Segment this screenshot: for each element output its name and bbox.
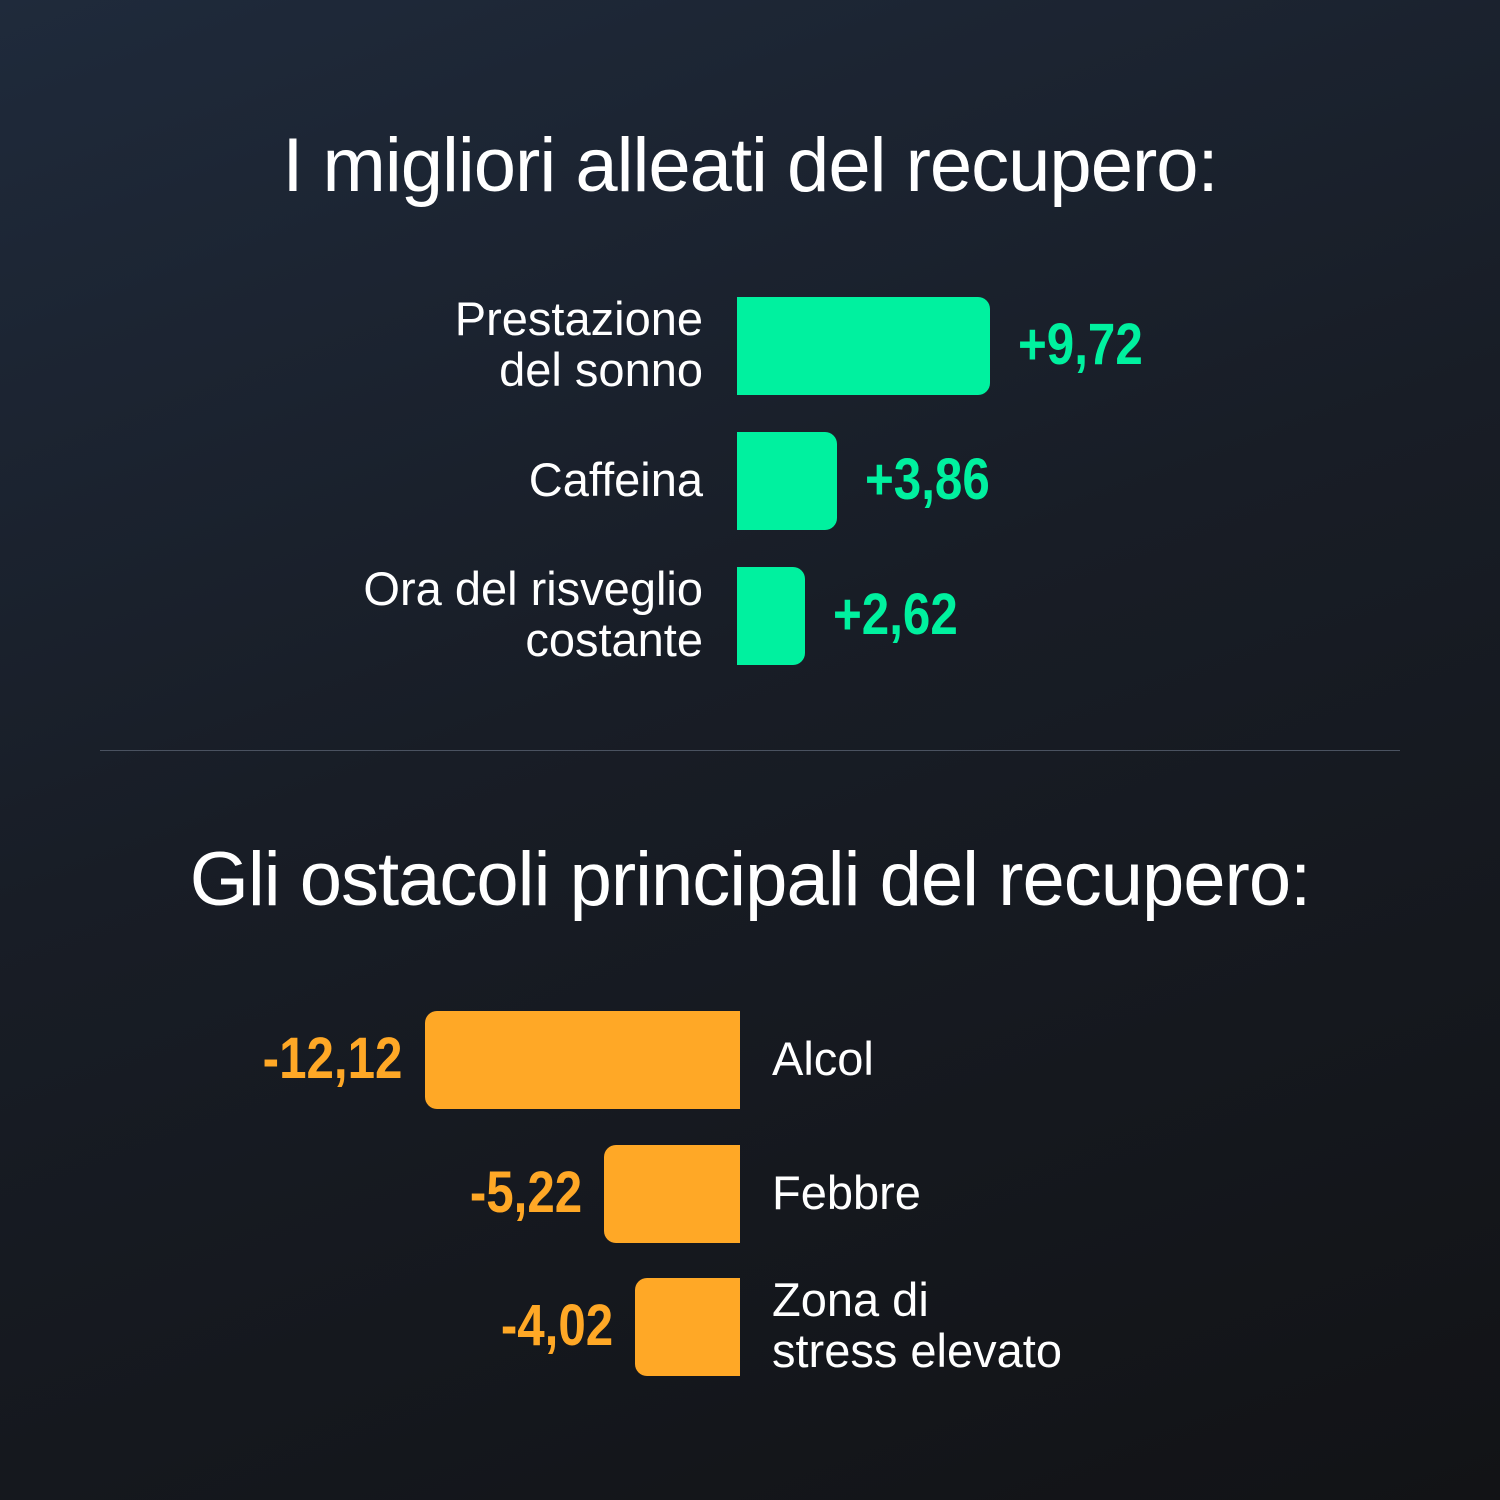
category-label-line: Zona di	[772, 1273, 929, 1326]
value-label: -12,12	[263, 1026, 403, 1091]
bar-positive-1	[737, 432, 838, 530]
value-label: -5,22	[469, 1160, 583, 1225]
category-label-line: Alcol	[772, 1031, 874, 1085]
value-label: -4,02	[501, 1293, 614, 1358]
category-label-line: Caffeina	[528, 452, 703, 506]
category-label-line: del sonno	[499, 343, 703, 396]
value-label: +2,62	[833, 582, 958, 647]
category-label-line: Ora del risveglio	[363, 562, 703, 615]
negative-chart-title: Gli ostacoli principali del recupero:	[189, 837, 1311, 922]
value-label: +3,86	[865, 447, 991, 512]
bar-positive-2	[737, 567, 806, 665]
category-label-line: costante	[525, 613, 703, 666]
category-label: Prestazione del sonno	[455, 293, 703, 395]
category-label: Alcol	[772, 1033, 874, 1084]
category-label: Febbre	[772, 1167, 921, 1218]
section-divider	[100, 750, 1400, 751]
category-label-line: Febbre	[772, 1165, 921, 1219]
category-label: Zona di stress elevato	[772, 1274, 1062, 1376]
category-label: Caffeina	[529, 454, 703, 505]
bar-negative-0	[424, 1011, 740, 1109]
bar-negative-2	[635, 1278, 740, 1376]
positive-chart-title: I migliori alleati del recupero:	[282, 123, 1218, 208]
bar-negative-1	[604, 1145, 740, 1243]
bar-positive-0	[737, 297, 990, 395]
category-label-line: stress elevato	[772, 1324, 1062, 1377]
value-label: +9,72	[1017, 312, 1143, 377]
category-label-line: Prestazione	[454, 292, 703, 345]
category-label: Ora del risveglio costante	[363, 563, 703, 665]
